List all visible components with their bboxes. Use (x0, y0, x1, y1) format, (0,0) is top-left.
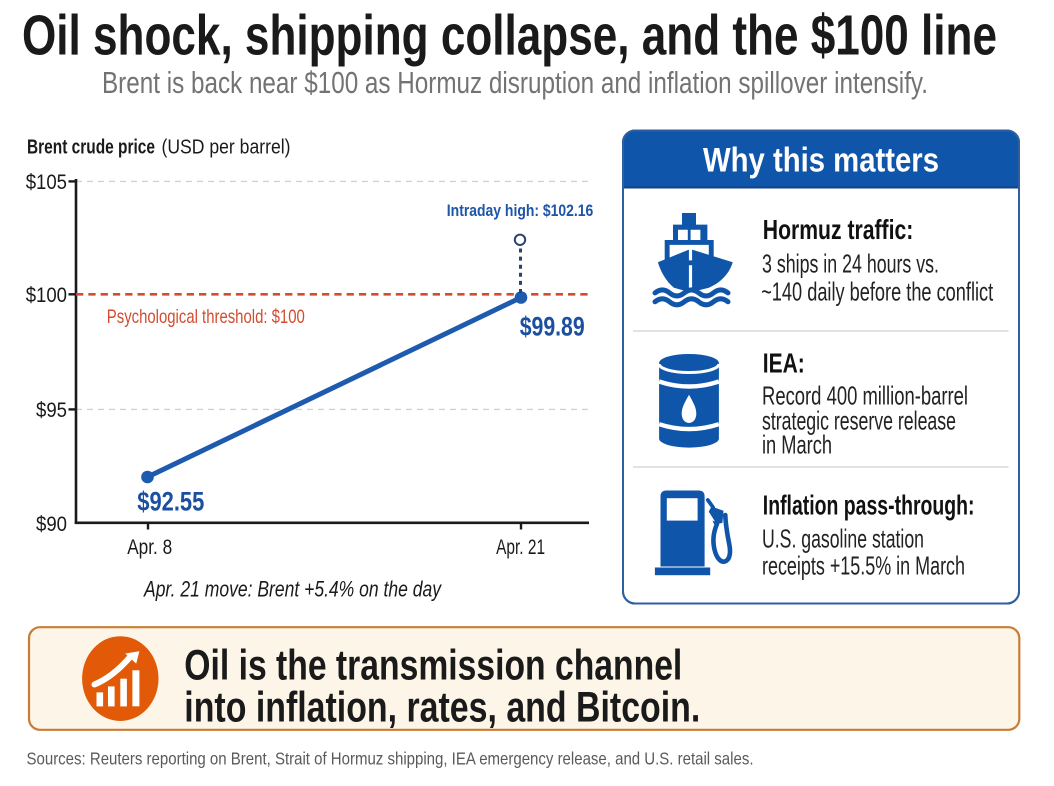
svg-text:Record 400 million-barrel: Record 400 million-barrel (762, 381, 968, 411)
svg-text:$100: $100 (26, 283, 67, 307)
svg-text:in March: in March (762, 430, 832, 460)
svg-text:Intraday high: $102.16: Intraday high: $102.16 (447, 202, 594, 220)
svg-text:Apr. 21: Apr. 21 (496, 535, 545, 559)
svg-text:IEA:: IEA: (763, 348, 805, 379)
svg-text:$99.89: $99.89 (520, 312, 585, 342)
svg-text:Oil is the transmission channe: Oil is the transmission channel (184, 642, 682, 689)
svg-text:(USD per barrel): (USD per barrel) (162, 136, 291, 159)
svg-text:Apr. 8: Apr. 8 (127, 535, 172, 559)
svg-text:Oil shock, shipping collapse,: Oil shock, shipping collapse, and the $1… (22, 3, 997, 67)
svg-text:$92.55: $92.55 (137, 486, 204, 516)
svg-text:3 ships in 24 hours vs.: 3 ships in 24 hours vs. (762, 249, 939, 279)
svg-text:~140 daily before the conflict: ~140 daily before the conflict (761, 276, 994, 306)
svg-text:Inflation pass-through:: Inflation pass-through: (763, 490, 975, 521)
svg-text:Hormuz traffic:: Hormuz traffic: (763, 214, 914, 245)
svg-text:$95: $95 (36, 398, 67, 422)
svg-text:Brent is back near $100 as Hor: Brent is back near $100 as Hormuz disrup… (102, 65, 928, 100)
svg-text:into inflation, rates, and Bit: into inflation, rates, and Bitcoin. (184, 684, 700, 731)
svg-text:receipts +15.5% in March: receipts +15.5% in March (762, 550, 965, 580)
svg-text:$105: $105 (26, 170, 67, 194)
svg-text:Psychological threshold: $100: Psychological threshold: $100 (107, 306, 305, 328)
svg-text:$90: $90 (36, 512, 67, 536)
svg-text:Why this matters: Why this matters (703, 142, 939, 180)
svg-text:Brent crude price: Brent crude price (27, 136, 155, 159)
svg-text:U.S. gasoline station: U.S. gasoline station (762, 524, 924, 554)
svg-text:strategic reserve release: strategic reserve release (762, 406, 956, 436)
svg-text:Apr. 21 move: Brent +5.4% on t: Apr. 21 move: Brent +5.4% on the day (142, 577, 442, 602)
svg-text:Sources: Reuters reporting on: Sources: Reuters reporting on Brent, Str… (27, 749, 754, 769)
